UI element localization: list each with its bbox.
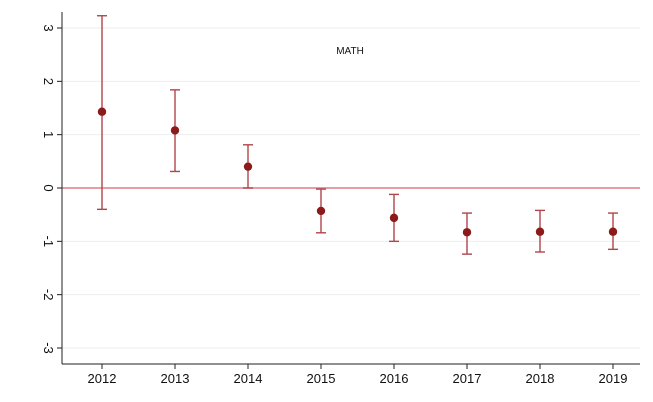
estimate-point (608, 227, 618, 236)
y-tick-label: 0 (41, 184, 56, 191)
x-tick-label: 2013 (161, 371, 190, 386)
x-tick-label: 2017 (453, 371, 482, 386)
estimate-point (316, 206, 326, 216)
y-tick-label: 1 (41, 131, 56, 138)
data-series (97, 15, 618, 255)
y-tick-label: -1 (41, 236, 56, 248)
x-tick-label: 2015 (307, 371, 336, 386)
estimate-point (97, 107, 107, 116)
estimate-point (535, 227, 545, 236)
x-tick-label: 2014 (234, 371, 263, 386)
y-tick-label: 2 (41, 78, 56, 85)
estimate-point (243, 162, 253, 171)
estimate-point (389, 213, 399, 223)
y-tick-label: -3 (41, 342, 56, 354)
estimate-point (462, 228, 472, 237)
estimate-point (170, 126, 180, 135)
axes: 3 2 1 0 -1 -2 -3 2012 2013 2014 2015 2016 2017 2018 20… (41, 12, 640, 386)
x-tick-label: 2018 (526, 371, 555, 386)
chart-annotation: MATH (336, 46, 364, 57)
y-tick-label: 3 (41, 24, 56, 31)
x-tick-label: 2012 (88, 371, 117, 386)
x-tick-label: 2016 (380, 371, 409, 386)
x-tick-label: 2019 (599, 371, 628, 386)
y-tick-label: -2 (41, 289, 56, 301)
